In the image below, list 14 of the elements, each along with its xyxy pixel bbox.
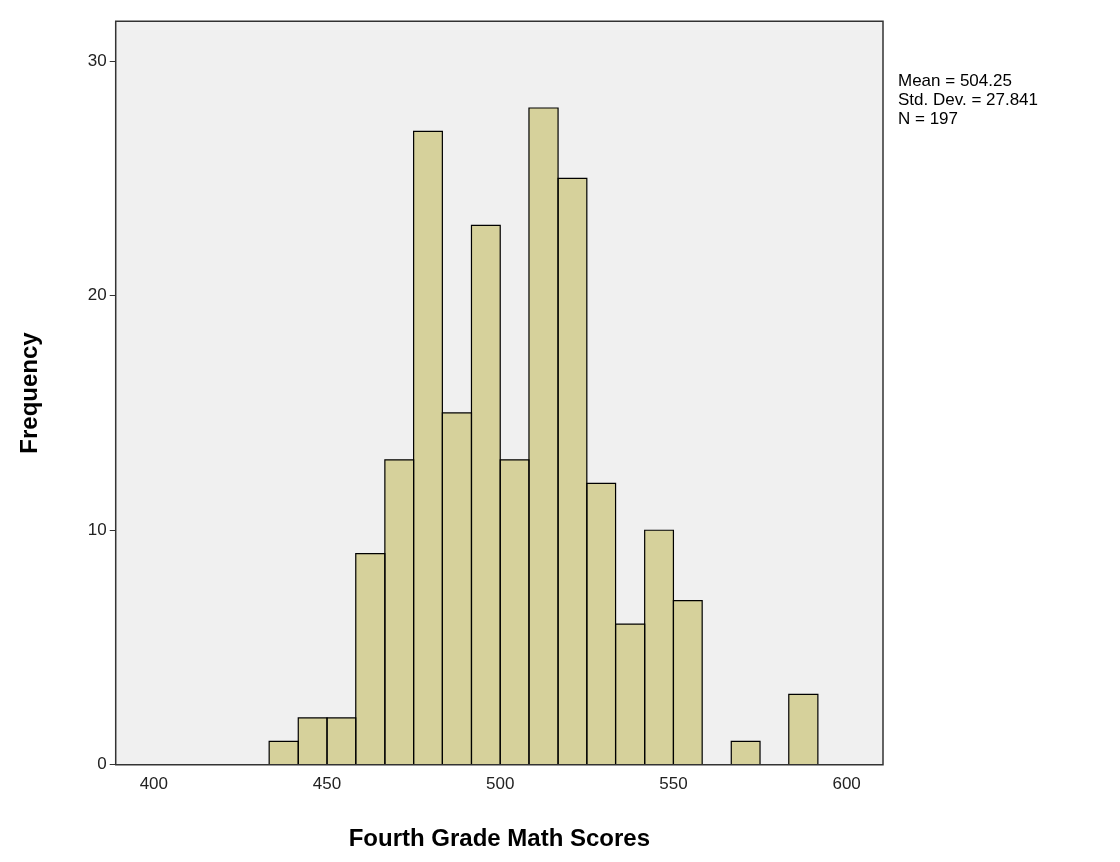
text: N = 197 (898, 109, 959, 129)
y-tick-label: 30 (87, 50, 107, 70)
x-axis-title: Fourth Grade Math Scores (348, 824, 651, 852)
y-tick-label: 20 (87, 285, 107, 305)
text: Mean = 504.25 (898, 71, 1012, 91)
y-axis-title: Frequency (15, 331, 43, 454)
x-tick-label: 400 (139, 773, 168, 793)
x-tick-label: 550 (659, 773, 688, 793)
x-tick-label: 600 (832, 773, 861, 793)
x-tick-label: 450 (312, 773, 342, 793)
y-tick-label: 0 (97, 754, 107, 774)
text: Std. Dev. = 27.841 (898, 90, 1039, 110)
y-tick-label: 10 (87, 519, 107, 539)
x-tick-label: 500 (486, 773, 515, 793)
